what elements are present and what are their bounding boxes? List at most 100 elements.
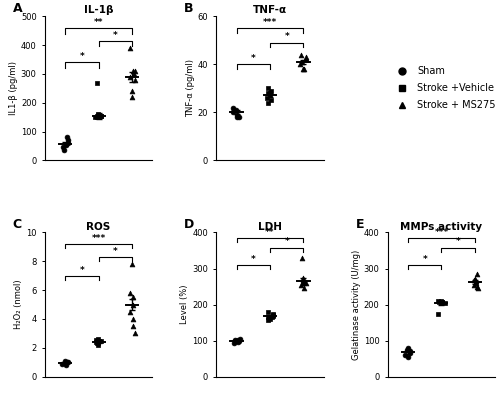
Point [298,281,306,288]
Point [234,337,241,343]
Point [93,114,101,120]
Text: E: E [356,218,364,231]
Text: ***: *** [263,18,277,27]
Point [62,359,70,365]
Point [434,298,442,304]
Text: *: * [422,255,427,264]
Point [232,107,240,113]
Point [128,94,136,100]
Point [132,77,140,83]
Point [268,310,276,317]
Point [126,45,134,51]
Point [59,144,67,151]
Text: *: * [113,247,117,256]
Point [472,271,480,277]
Point [92,339,100,345]
Point [264,85,272,92]
Point [299,274,307,281]
Title: IL-1β: IL-1β [84,5,114,15]
Point [406,350,413,356]
Point [401,352,409,358]
Text: ***: *** [434,228,448,237]
Point [129,68,137,74]
Point [300,66,308,72]
Point [232,111,240,118]
Point [92,337,100,343]
Point [472,278,480,284]
Point [94,111,102,117]
Point [231,337,239,343]
Point [470,281,478,288]
Point [94,113,102,119]
Point [300,278,308,284]
Point [268,314,276,320]
Point [60,147,68,153]
Point [264,90,272,96]
Point [474,284,482,290]
Point [438,298,446,305]
Text: *: * [284,237,289,247]
Point [266,92,274,99]
Point [94,113,102,119]
Point [435,298,443,305]
Point [128,261,136,267]
Point [58,360,66,367]
Point [96,113,104,119]
Title: LDH: LDH [258,222,282,232]
Point [298,277,306,283]
Point [94,339,102,346]
Point [236,336,244,342]
Point [474,285,482,292]
Point [94,340,102,347]
Y-axis label: Level (%): Level (%) [180,285,190,324]
Point [404,354,412,360]
Point [434,310,442,317]
Point [132,68,140,74]
Point [96,337,104,344]
Point [269,313,277,319]
Point [266,90,274,96]
Point [129,316,137,322]
Point [269,312,277,319]
Point [297,51,305,58]
Text: ***: *** [92,234,106,243]
Point [63,134,71,141]
Point [298,254,306,261]
Point [234,339,241,345]
Point [230,340,238,347]
Y-axis label: IL1-β (pg/ml): IL1-β (pg/ml) [9,61,18,115]
Point [302,56,310,63]
Point [95,337,103,344]
Point [264,100,272,106]
Point [302,56,310,63]
Point [92,114,100,120]
Point [235,338,243,344]
Text: D: D [184,218,194,231]
Point [264,309,272,315]
Point [62,362,70,369]
Point [126,74,134,80]
Point [232,338,240,345]
Point [298,59,306,65]
Text: **: ** [94,18,104,27]
Point [436,300,444,306]
Point [126,290,134,296]
Text: B: B [184,2,194,15]
Point [234,114,241,120]
Text: *: * [251,255,256,264]
Text: *: * [284,32,289,41]
Text: *: * [251,54,256,63]
Point [64,137,72,143]
Point [438,299,446,305]
Point [230,109,237,115]
Title: TNF-α: TNF-α [253,5,287,15]
Point [296,61,304,68]
Point [64,140,72,146]
Point [298,66,306,72]
Point [129,294,137,301]
Point [62,358,70,364]
Point [96,113,104,119]
Point [262,95,270,101]
Point [64,359,72,365]
Point [437,298,445,304]
